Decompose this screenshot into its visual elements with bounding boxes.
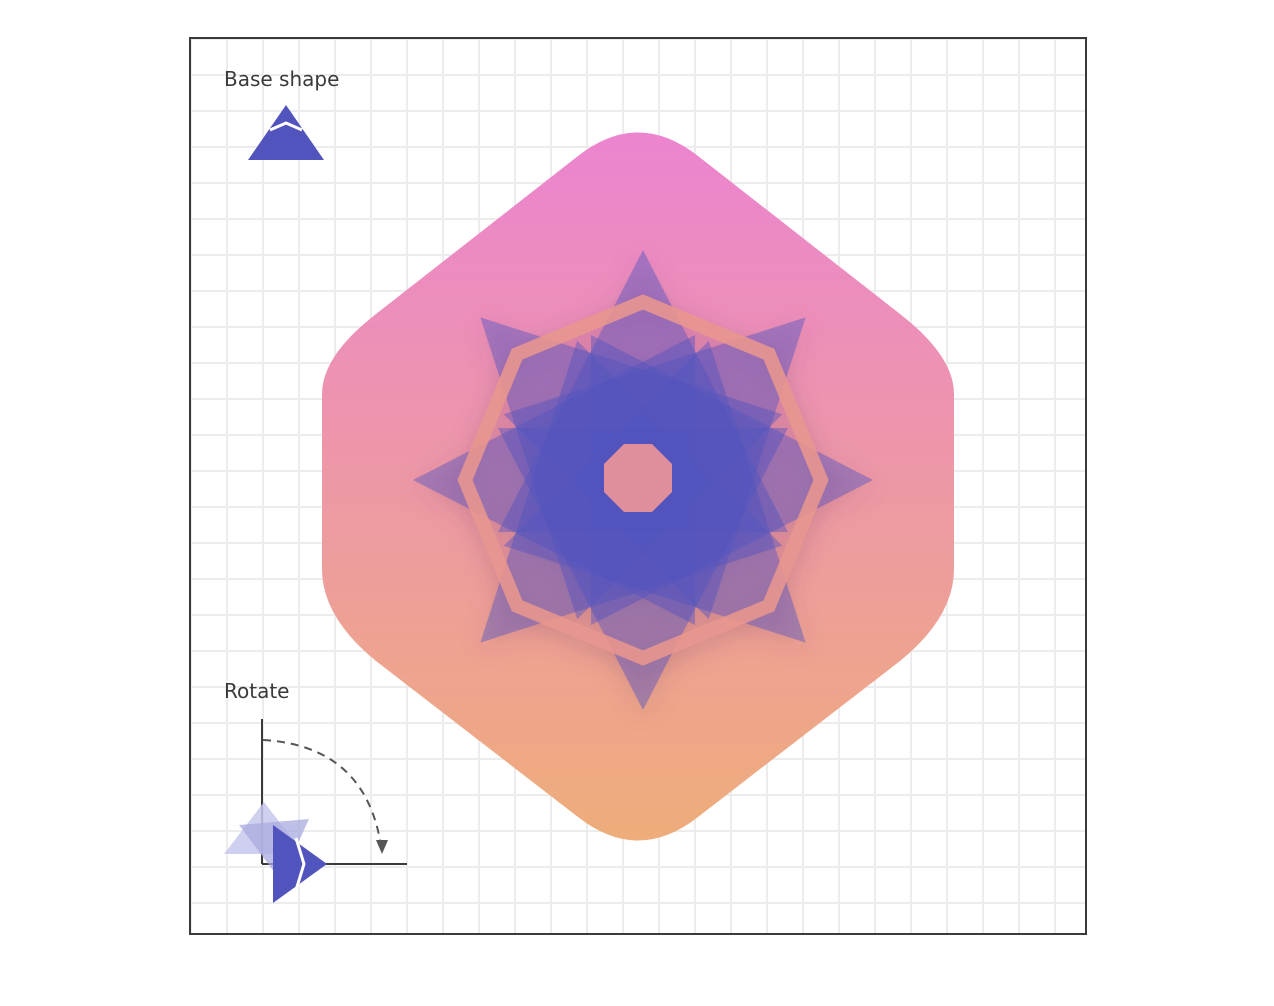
arrow-head-icon	[376, 840, 388, 854]
base-shape-label: Base shape	[224, 67, 340, 91]
rotate-demo	[224, 719, 407, 903]
center-octagon	[604, 444, 672, 512]
rotated-triangle	[273, 825, 327, 903]
rotate-label: Rotate	[224, 679, 290, 703]
octagon-ring	[457, 294, 829, 666]
curved-dashed-arrow-icon	[262, 739, 383, 854]
base-shape-triangle-icon	[248, 105, 324, 160]
diagram-canvas: Base shape Rotate	[189, 37, 1087, 935]
diagram-svg	[191, 39, 1085, 933]
